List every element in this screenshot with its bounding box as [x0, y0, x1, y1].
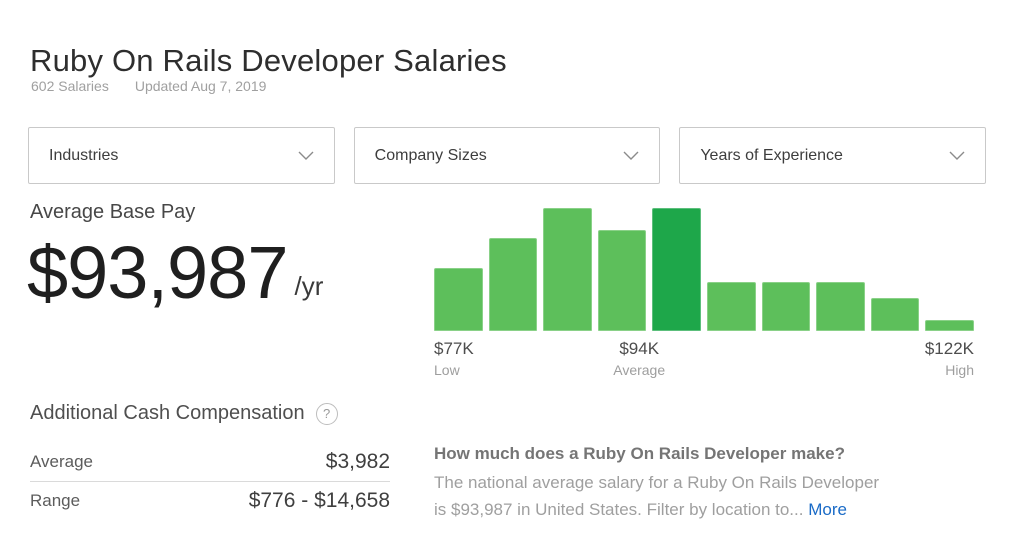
average-caption: Average — [613, 362, 666, 379]
chevron-down-icon — [949, 151, 965, 160]
histogram-bar[interactable] — [597, 230, 647, 331]
additional-comp-title: Additional Cash Compensation — [30, 402, 305, 424]
histogram-bar[interactable] — [925, 319, 974, 331]
base-pay-period: /yr — [294, 271, 324, 302]
low-marker: $77K Low — [434, 339, 474, 379]
updated-date: Updated Aug 7, 2019 — [134, 78, 267, 94]
about-body-line2: is $93,987 in United States. Filter by l… — [434, 500, 804, 519]
histogram-bar[interactable] — [543, 208, 592, 331]
average-base-pay: $93,987 /yr — [27, 231, 324, 314]
additional-comp-header: Additional Cash Compensation ? — [30, 402, 338, 425]
page-title: Ruby On Rails Developer Salaries — [30, 42, 507, 78]
high-caption: High — [945, 362, 974, 379]
company-sizes-dropdown-label: Company Sizes — [374, 146, 487, 164]
chevron-down-icon — [298, 151, 314, 160]
table-row: Range $776 - $14,658 — [30, 481, 390, 520]
high-value: $122K — [924, 339, 974, 358]
row-value: $776 - $14,658 — [248, 489, 390, 512]
industries-dropdown-label: Industries — [49, 146, 119, 164]
average-marker: $94K Average — [613, 339, 665, 379]
table-row: Average $3,982 — [30, 443, 390, 481]
histogram — [434, 208, 974, 331]
page-meta: 602 Salaries Updated Aug 7, 2019 — [31, 78, 266, 94]
base-pay-amount: $93,987 — [27, 231, 288, 314]
low-value: $77K — [434, 339, 474, 358]
about-body-line1: The national average salary for a Ruby O… — [434, 473, 880, 492]
company-sizes-dropdown[interactable]: Company Sizes — [353, 127, 661, 184]
about-body: The national average salary for a Ruby O… — [434, 469, 1000, 523]
histogram-bar[interactable] — [488, 237, 538, 331]
industries-dropdown[interactable]: Industries — [28, 127, 335, 184]
histogram-bar[interactable] — [434, 268, 483, 331]
row-value: $3,982 — [325, 450, 390, 473]
average-value: $94K — [619, 339, 660, 358]
low-caption: Low — [434, 362, 460, 379]
histogram-bar[interactable] — [761, 281, 811, 331]
years-experience-dropdown-label: Years of Experience — [700, 146, 843, 164]
salaries-count: 602 Salaries — [31, 78, 109, 94]
histogram-axis-labels: $77K Low $94K Average $122K High — [434, 339, 974, 381]
years-experience-dropdown[interactable]: Years of Experience — [679, 127, 987, 184]
histogram-bar[interactable] — [870, 297, 920, 331]
chevron-down-icon — [623, 151, 639, 160]
row-label: Range — [30, 491, 81, 510]
high-marker: $122K High — [925, 339, 974, 379]
more-link[interactable]: More — [808, 500, 847, 519]
average-base-pay-label: Average Base Pay — [30, 201, 196, 223]
histogram-bar[interactable] — [816, 281, 865, 331]
row-label: Average — [30, 452, 94, 471]
histogram-bar[interactable] — [652, 208, 701, 331]
histogram-bar[interactable] — [706, 281, 756, 331]
help-icon[interactable]: ? — [315, 402, 338, 425]
filter-bar: Industries Company Sizes Years of Experi… — [28, 127, 987, 184]
additional-comp-table: Average $3,982 Range $776 - $14,658 — [30, 443, 390, 520]
about-section: How much does a Ruby On Rails Developer … — [434, 444, 1000, 523]
about-question: How much does a Ruby On Rails Developer … — [434, 444, 845, 463]
